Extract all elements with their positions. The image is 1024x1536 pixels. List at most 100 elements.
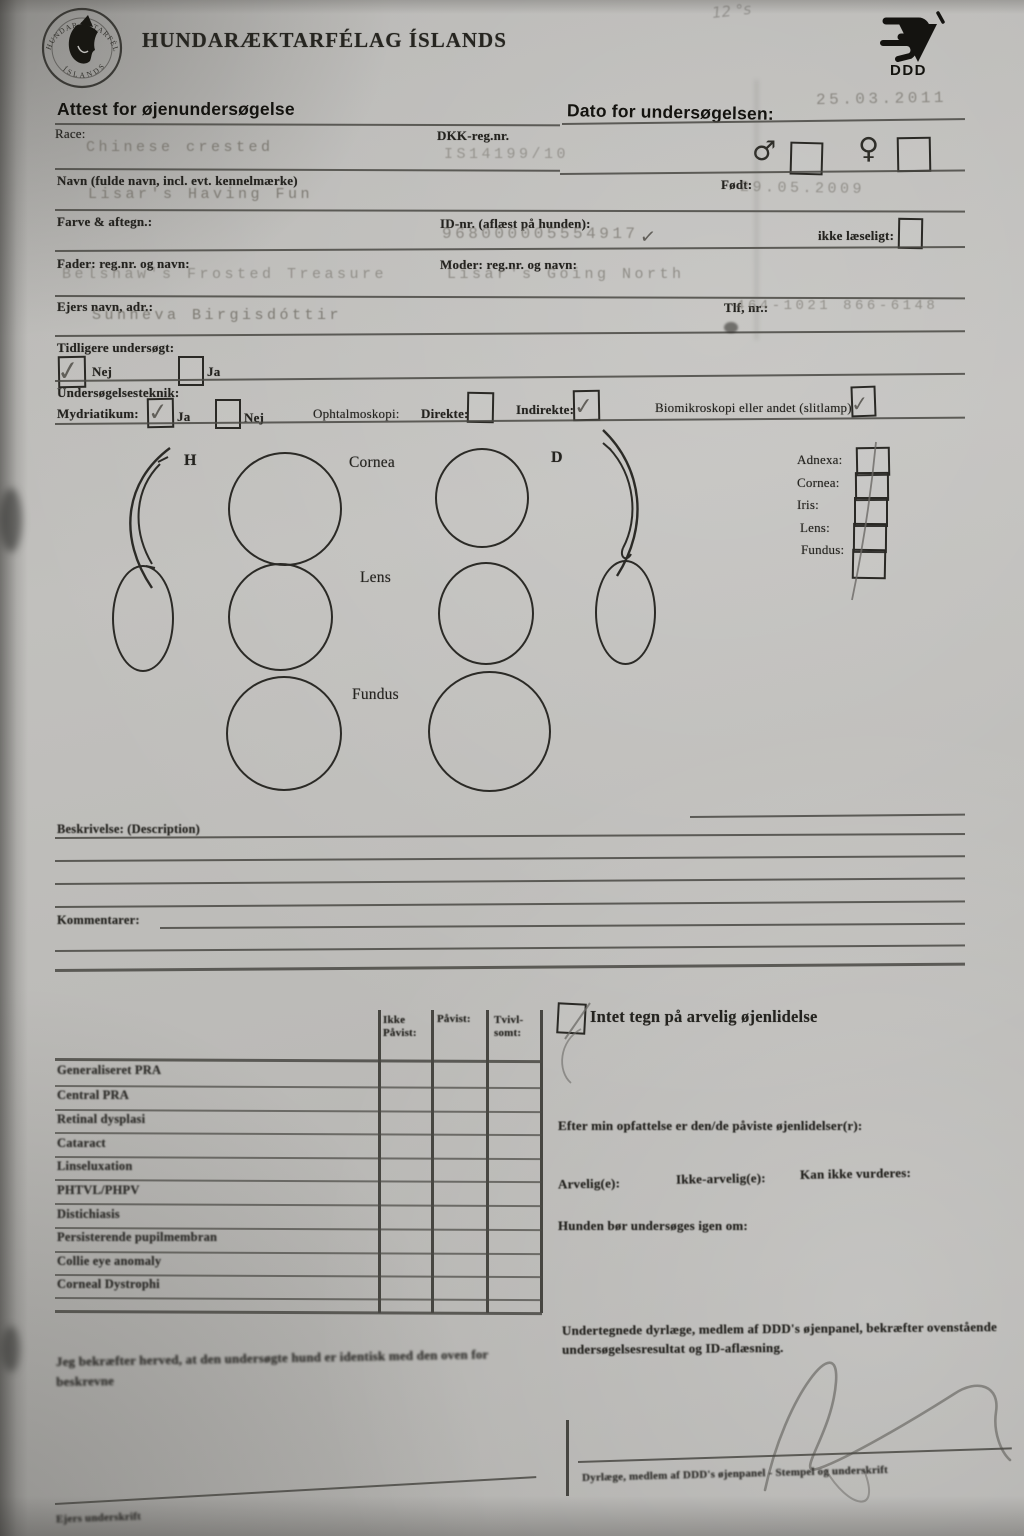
lens-circle-right	[438, 562, 534, 665]
form-line	[159, 922, 965, 929]
owner-signature-line	[54, 1476, 537, 1505]
fader-value: Belshaw's Frosted Treasure	[62, 266, 388, 283]
findings-grid-line	[54, 1310, 543, 1316]
navn-label: Navn (fulde navn, incl. evt. kennelmærke…	[57, 173, 298, 188]
signature-stroke	[763, 1361, 1012, 1503]
ddd-logo	[880, 11, 945, 62]
form-line	[54, 209, 966, 213]
ikke-laeseligt-checkbox	[897, 217, 924, 250]
findings-grid-line	[431, 1010, 434, 1313]
right-eye-label: D	[551, 449, 563, 466]
lens-label: Lens	[360, 569, 391, 586]
findings-grid-line	[54, 1203, 542, 1207]
checklist-label: Iris:	[797, 497, 819, 512]
mydriatikum-ja-label: Ja	[177, 409, 191, 424]
race-value: Chinese crested	[86, 139, 274, 156]
no-sign-pen-stroke	[561, 1002, 591, 1084]
tlf-value: 464-1021 866-6148	[736, 298, 939, 314]
tidligere-ja-label: Ja	[207, 364, 221, 379]
form-line	[54, 168, 561, 172]
ejer-label: Ejers navn, adr.:	[57, 299, 154, 314]
female-checkbox	[896, 136, 932, 173]
arvelig-label: Arvelig(e):	[557, 1175, 621, 1192]
tidligere-ja-checkbox	[178, 356, 204, 386]
scan-shadow-top	[0, 0, 1024, 14]
dog-head-icon	[68, 15, 98, 64]
scan-blob	[2, 1326, 20, 1372]
beskrivelse-label: Beskrivelse: (Description)	[57, 822, 201, 836]
checklist-label: Fundus:	[801, 542, 845, 557]
signature-divider-line	[566, 1420, 569, 1496]
ddd-label: DDD	[890, 62, 927, 79]
mydriatikum-nej-label: Nej	[244, 410, 265, 425]
checklist-label: Adnexa:	[797, 452, 843, 467]
dato-value: 25.03.2011	[815, 88, 948, 110]
mydriatikum-nej-checkbox	[215, 399, 241, 429]
findings-grid-line	[378, 1010, 381, 1313]
form-line	[54, 877, 965, 885]
tidligere-label: Tidligere undersøgt:	[57, 340, 175, 355]
cornea-label: Cornea	[349, 454, 395, 471]
tlf-label: Tlf, nr.:	[724, 300, 769, 315]
fader-label: Fader: reg.nr. og navn:	[57, 256, 190, 271]
findings-row-label: Collie eye anomaly	[57, 1254, 162, 1268]
owner-statement: Jeg bekræfter herved, at den undersøgte …	[55, 1346, 489, 1390]
findings-row-label: Cataract	[57, 1136, 106, 1150]
dkk-value: IS14199/10	[444, 146, 570, 163]
scan-blob	[0, 488, 22, 552]
checklist-pen-stroke	[851, 441, 877, 601]
cornea-circle-left	[228, 452, 342, 566]
indirekte-label: Indirekte:	[516, 402, 575, 417]
tidligere-nej-checkmark: ✓	[54, 354, 82, 389]
findings-row-label: PHTVL/PHPV	[57, 1183, 140, 1197]
checklist-label: Lens:	[800, 520, 830, 535]
reexam-label: Hunden bør undersøges igen om:	[558, 1218, 748, 1233]
findings-grid-line	[54, 1058, 543, 1063]
org-name: HUNDARÆKTARFÉLAG ÍSLANDS	[142, 28, 507, 52]
kommentarer-label: Kommentarer:	[57, 913, 140, 927]
id-checkmark: ✓	[638, 225, 658, 249]
findings-row-label: Distichiasis	[57, 1207, 120, 1221]
form-line	[54, 944, 965, 952]
hrfi-logo: HUNDARÆKTARFÉLAG ÍSLANDS	[37, 0, 123, 89]
form-line	[54, 123, 561, 127]
indirekte-checkmark: ✓	[573, 393, 595, 421]
eyelid-arc-right	[602, 429, 639, 577]
form-line	[54, 900, 965, 908]
form-line	[54, 855, 965, 862]
findings-grid-line	[54, 1132, 542, 1136]
female-symbol: ♀	[858, 131, 880, 165]
pen-note: 12 °s	[711, 0, 753, 22]
fodt-label: Født:	[721, 177, 753, 192]
form-line	[689, 813, 965, 818]
fundus-label: Fundus	[352, 686, 399, 703]
male-symbol: ♂	[752, 136, 777, 167]
findings-col-header: Påvist:	[437, 1013, 471, 1025]
lens-circle-left	[228, 563, 333, 671]
id-label: ID-nr. (aflæst på hunden):	[440, 216, 591, 231]
direkte-checkbox	[466, 391, 495, 424]
findings-grid-line	[540, 1010, 543, 1313]
form-line	[54, 962, 965, 972]
attest-title: Attest for øjenundersøgelse	[57, 99, 295, 119]
findings-row-label: Generaliseret PRA	[57, 1063, 162, 1077]
findings-row-label: Linseluxation	[57, 1159, 133, 1173]
moder-value: Lisar's Going North	[447, 266, 685, 283]
biomikroskopi-label: Biomikroskopi eller andet (slitlamp)	[655, 400, 852, 415]
scan-shadow-left	[0, 0, 28, 1536]
findings-row-label: Central PRA	[57, 1088, 129, 1102]
ejer-value: Sunneva Birgisdóttir	[92, 307, 343, 324]
ikke-arvelig-label: Ikke-arvelig(e):	[675, 1170, 766, 1187]
findings-grid-line	[486, 1010, 489, 1313]
form-line	[54, 246, 965, 252]
findings-row-label: Retinal dysplasi	[57, 1112, 146, 1126]
checklist-box	[854, 497, 888, 527]
tidligere-nej-label: Nej	[92, 364, 113, 379]
race-label: Race:	[55, 126, 86, 141]
dkk-label: DKK-reg.nr.	[437, 128, 510, 143]
navn-value: Lisar's Having Fun	[88, 186, 314, 203]
side-ellipse-left	[112, 565, 174, 672]
teknik-label: Undersøgelsesteknik:	[57, 385, 180, 400]
fundus-circle-left	[226, 676, 342, 791]
form-line	[54, 330, 965, 337]
